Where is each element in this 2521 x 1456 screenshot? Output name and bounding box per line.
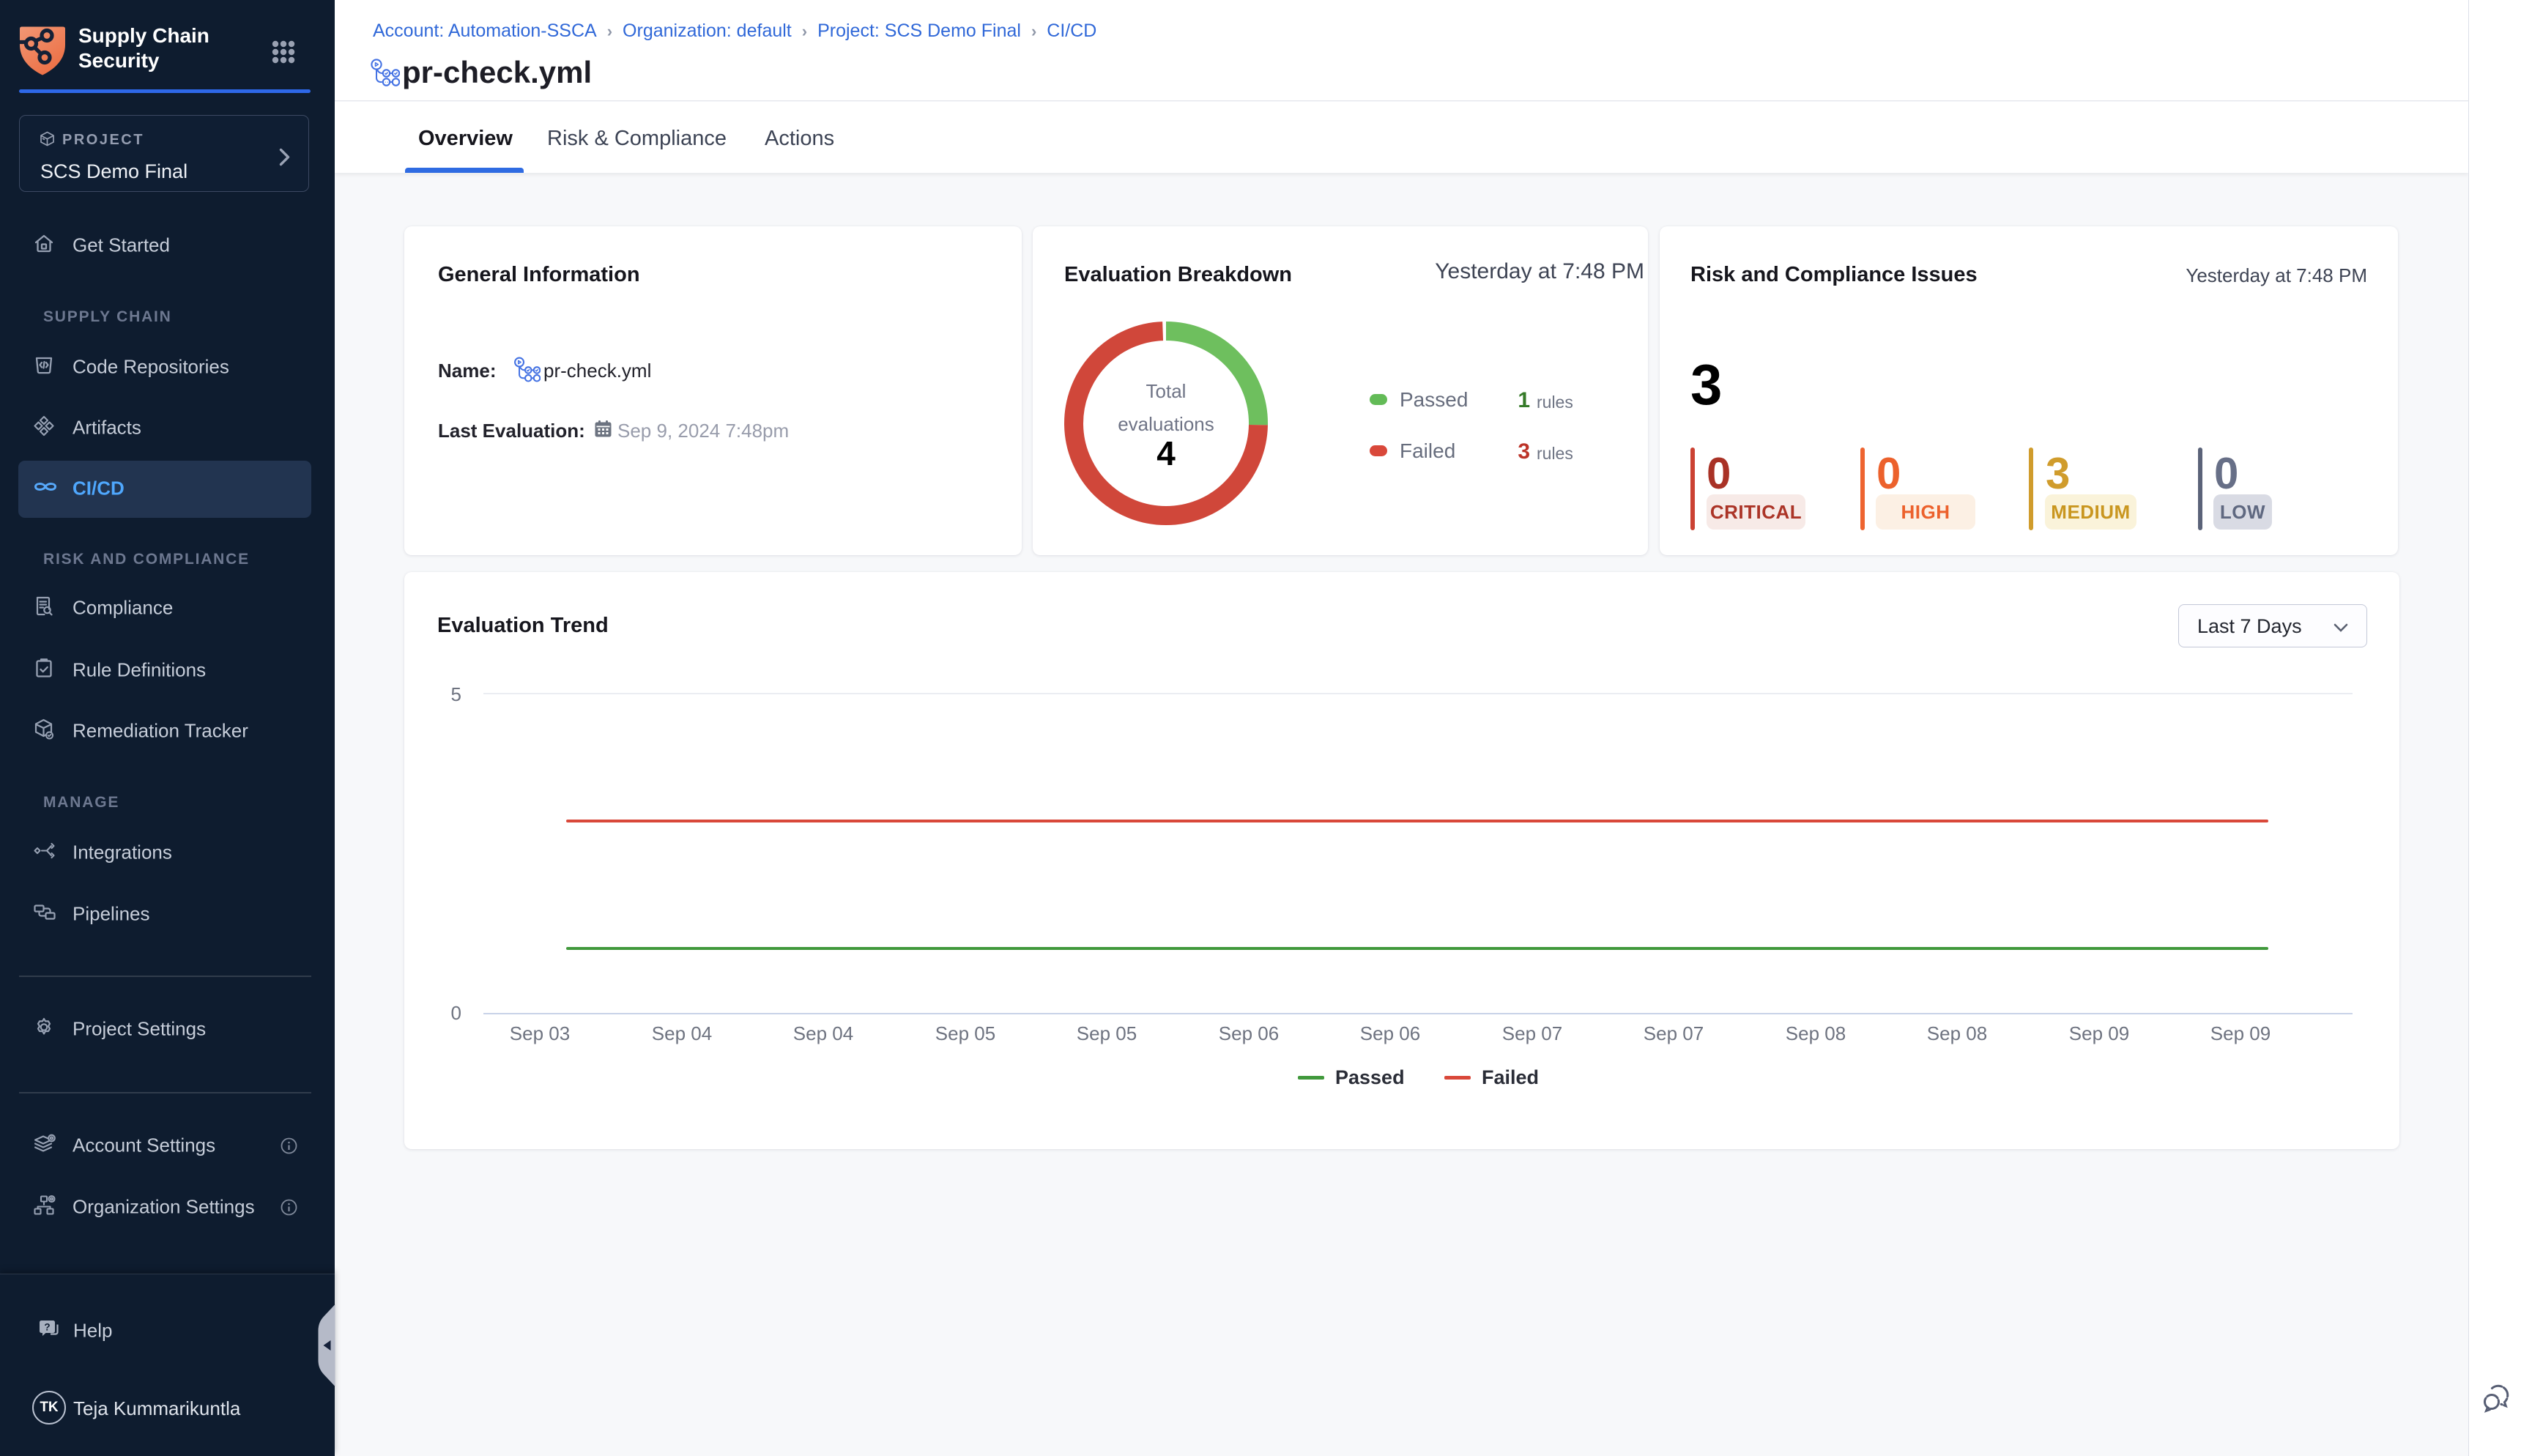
- svg-text:?: ?: [44, 1322, 50, 1333]
